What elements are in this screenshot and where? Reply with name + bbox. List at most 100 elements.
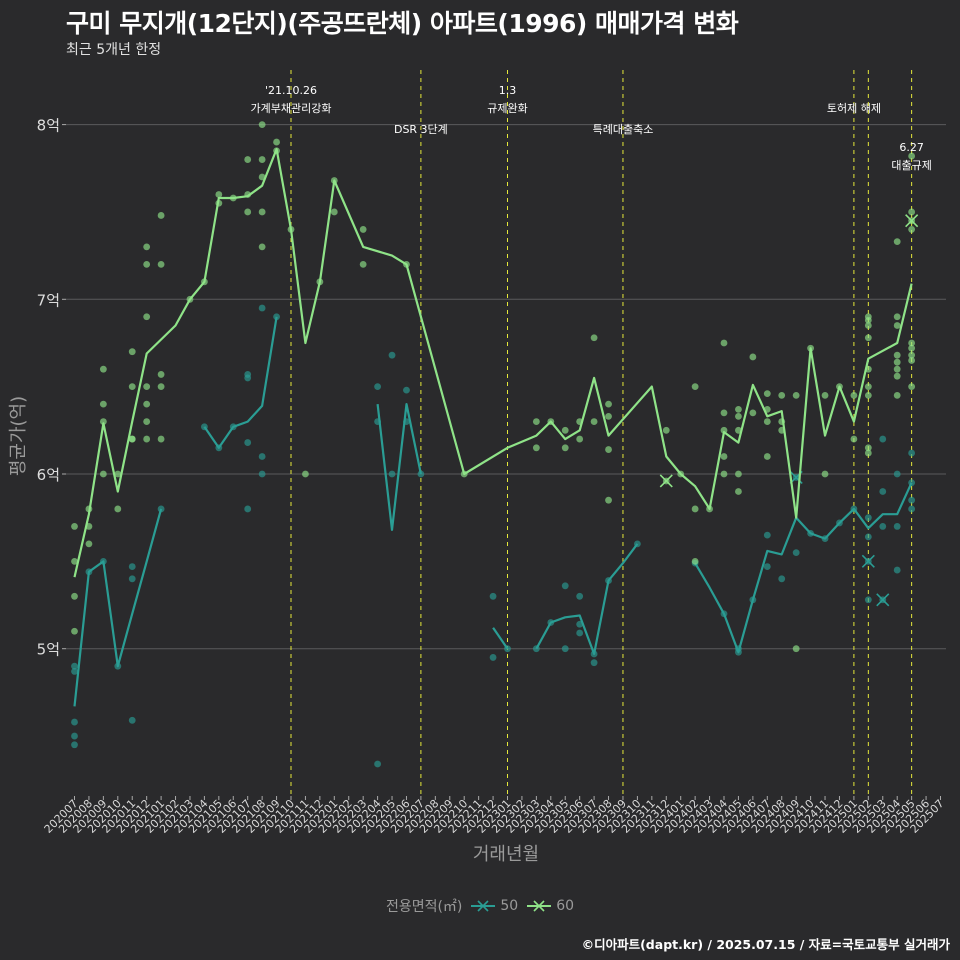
series-50-point — [71, 741, 78, 749]
series-50-point — [273, 313, 280, 321]
event-label: '21.10.26 — [265, 84, 317, 97]
series-60-point — [749, 353, 757, 361]
series-50-point — [258, 453, 266, 460]
series-50-point — [879, 523, 887, 530]
series-60-point — [735, 405, 742, 413]
series-60-point — [157, 212, 165, 219]
event-label: DSR 3단계 — [394, 123, 448, 136]
series-60-point — [99, 470, 107, 478]
series-60-point — [908, 152, 916, 160]
series-60-point — [908, 383, 916, 391]
series-60-point — [908, 351, 916, 359]
series-60-point — [691, 383, 699, 391]
series-60-point — [864, 334, 872, 342]
series-60-point — [605, 400, 612, 408]
series-60-point — [302, 470, 309, 478]
series-60-point — [85, 540, 93, 548]
series-60-point — [864, 322, 872, 329]
series-60-point — [864, 444, 872, 452]
series-60-point — [691, 557, 699, 565]
series-50-point — [388, 351, 396, 359]
series-60-cancelled-mark — [905, 214, 919, 228]
series-50-point — [258, 470, 266, 478]
series-50-point — [388, 470, 396, 478]
event-label: 특례대출축소 — [593, 123, 654, 136]
legend: 전용면적(㎡) 50 60 — [0, 896, 960, 916]
series-50-point — [374, 760, 381, 768]
series-60-point — [735, 412, 742, 420]
series-60-point — [893, 372, 901, 380]
series-60-point — [850, 391, 858, 399]
series-60-point — [893, 238, 901, 246]
series-60-point — [749, 409, 757, 417]
series-60-point — [590, 418, 598, 425]
series-60-point — [99, 418, 107, 425]
series-50-point — [71, 732, 78, 740]
legend-label-60: 60 — [556, 898, 575, 914]
series-60-point — [720, 453, 728, 460]
series-50-point — [864, 514, 872, 522]
series-50-point — [864, 533, 872, 541]
series-60-point — [778, 391, 786, 399]
series-50-point — [258, 304, 266, 312]
series-50-point — [561, 645, 569, 653]
series-50-line — [203, 316, 278, 449]
series-50-point — [763, 531, 771, 539]
source-caption: ©디아파트(dapt.kr) / 2025.07.15 / 자료=국토교통부 실… — [581, 937, 950, 952]
series-60-point — [735, 488, 742, 495]
series-60-point — [792, 645, 800, 653]
y-axis-title: 평균가(억) — [8, 396, 29, 476]
series-50-point — [879, 488, 887, 495]
series-60-point — [908, 226, 916, 233]
series-50-point — [879, 435, 887, 443]
series-60-point — [720, 339, 728, 347]
series-60-point — [244, 208, 252, 216]
series-60-point — [561, 426, 569, 434]
series-60-point — [143, 313, 151, 321]
legend-key-60-icon — [527, 900, 552, 912]
x-axis-title: 거래년월 — [473, 844, 539, 865]
series-60-point — [532, 444, 540, 452]
series-50-point — [893, 470, 901, 478]
series-60-point — [532, 418, 540, 425]
series-50-point — [893, 566, 901, 574]
series-60-point — [128, 348, 136, 356]
series-60-point — [893, 365, 901, 373]
series-60-point — [720, 470, 728, 478]
series-60-point — [157, 435, 165, 443]
series-50-point — [778, 575, 786, 583]
legend-item-50: 50 — [470, 898, 518, 914]
series-60-point — [143, 383, 151, 391]
series-60-point — [893, 358, 901, 366]
series-60-point — [143, 435, 151, 443]
series-60-point — [71, 627, 78, 635]
series-50-point — [71, 718, 78, 726]
series-60-point — [157, 383, 165, 391]
series-60-point — [605, 496, 612, 504]
series-50-line — [535, 543, 639, 655]
series-60-point — [908, 208, 916, 216]
series-50-point — [576, 629, 584, 637]
series-50-line — [376, 403, 422, 531]
chart-title: 구미 무지개(12단지)(주공뜨란체) 아파트(1996) 매매가격 변화 — [66, 9, 739, 38]
series-60-point — [908, 344, 916, 352]
series-50-point — [71, 662, 78, 670]
series-50-point — [489, 654, 497, 661]
series-50-point — [128, 563, 136, 570]
series-60-point — [258, 208, 266, 216]
series-60-point — [763, 453, 771, 460]
series-60-point — [908, 339, 916, 347]
series-60-point — [605, 446, 612, 453]
series-60-point — [215, 191, 223, 198]
series-60-line — [73, 148, 913, 578]
series-60-point — [850, 435, 858, 443]
series-60-point — [99, 400, 107, 408]
series-60-point — [821, 391, 829, 399]
series-60-point — [763, 390, 771, 398]
legend-item-60: 60 — [526, 898, 574, 914]
series-50-cancelled-mark — [861, 554, 875, 568]
y-tick-label: 7억 — [37, 291, 60, 309]
series-60-point — [99, 365, 107, 373]
series-60-point — [864, 391, 872, 399]
